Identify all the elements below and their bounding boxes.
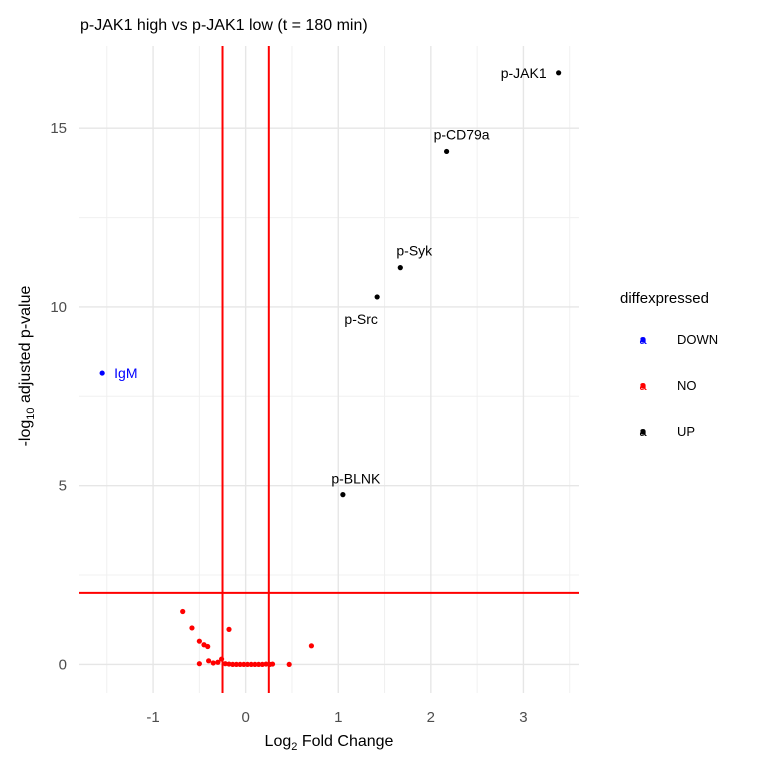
x-tick-label: 1 [334,709,342,726]
point-label: p-BLNK [331,471,381,487]
y-tick-label: 5 [59,478,67,495]
data-point-no [241,661,247,668]
data-point-no [308,643,315,649]
point-label: p-Src [344,311,377,327]
y-axis-title: -log10 adjusted p-value [17,286,37,447]
y-axis-title-subscript: 10 [25,407,37,419]
legend-label: UP [677,424,695,439]
legend: diffexpressed aDOWNaNOaUP [620,290,718,439]
legend-label: DOWN [677,332,718,347]
point-label: IgM [114,365,137,381]
data-point-no [256,661,262,668]
data-point-no [196,638,202,644]
x-axis-title-suffix: Fold Change [297,733,393,750]
data-point-no [180,608,186,615]
x-axis-title-subscript: 2 [291,741,297,753]
legend-title: diffexpressed [620,290,709,307]
y-axis-title-prefix: -log [17,420,34,447]
data-point-no [205,643,211,650]
legend-label: NO [677,378,697,393]
grid-major [79,46,579,693]
y-axis-ticks: 0 5 10 15 [50,120,67,673]
data-point-no [252,661,258,668]
data-point-up [556,70,562,76]
data-point-up [374,294,380,300]
legend-key-point [640,383,646,389]
data-point-no [248,661,254,668]
x-axis-ticks: -1 0 1 2 3 [146,709,527,726]
point-label: p-JAK1 [501,65,547,81]
grid-minor [79,46,579,693]
point-labels: IgM p-JAK1 p-CD79a p-Syk p-Src p-BLNK [114,65,547,487]
data-point-no [233,661,240,668]
x-tick-label: 2 [427,709,435,726]
x-axis-title: Log2 Fold Change [265,733,394,753]
data-point-no [244,661,251,668]
data-point-no [237,661,243,668]
data-point-no [196,661,202,667]
x-tick-label: -1 [146,709,159,726]
chart-title: p-JAK1 high vs p-JAK1 low (t = 180 min) [80,17,368,34]
threshold-lines [79,46,579,693]
data-point-no [226,626,232,632]
y-tick-label: 0 [59,656,67,673]
data-point-up [443,148,450,155]
data-point-no [218,656,225,662]
x-tick-label: 3 [519,709,527,726]
legend-key-point [640,337,646,343]
data-point-no [189,625,195,631]
legend-key-point [640,429,646,435]
data-point-no [230,661,236,668]
data-point-no [210,660,216,666]
y-tick-label: 10 [50,299,67,316]
data-points [99,70,562,668]
data-point-up [397,265,403,271]
y-tick-label: 15 [50,120,67,137]
x-tick-label: 0 [241,709,249,726]
data-point-no [286,661,292,668]
data-point-up [340,492,346,498]
data-point-no [215,659,221,665]
data-point-no [206,658,212,664]
point-label: p-CD79a [434,126,490,142]
data-point-down [99,370,105,376]
data-point-no [269,661,276,667]
x-axis-title-prefix: Log [265,733,292,750]
y-axis-title-suffix: adjusted p-value [17,286,34,408]
point-label: p-Syk [396,243,433,259]
